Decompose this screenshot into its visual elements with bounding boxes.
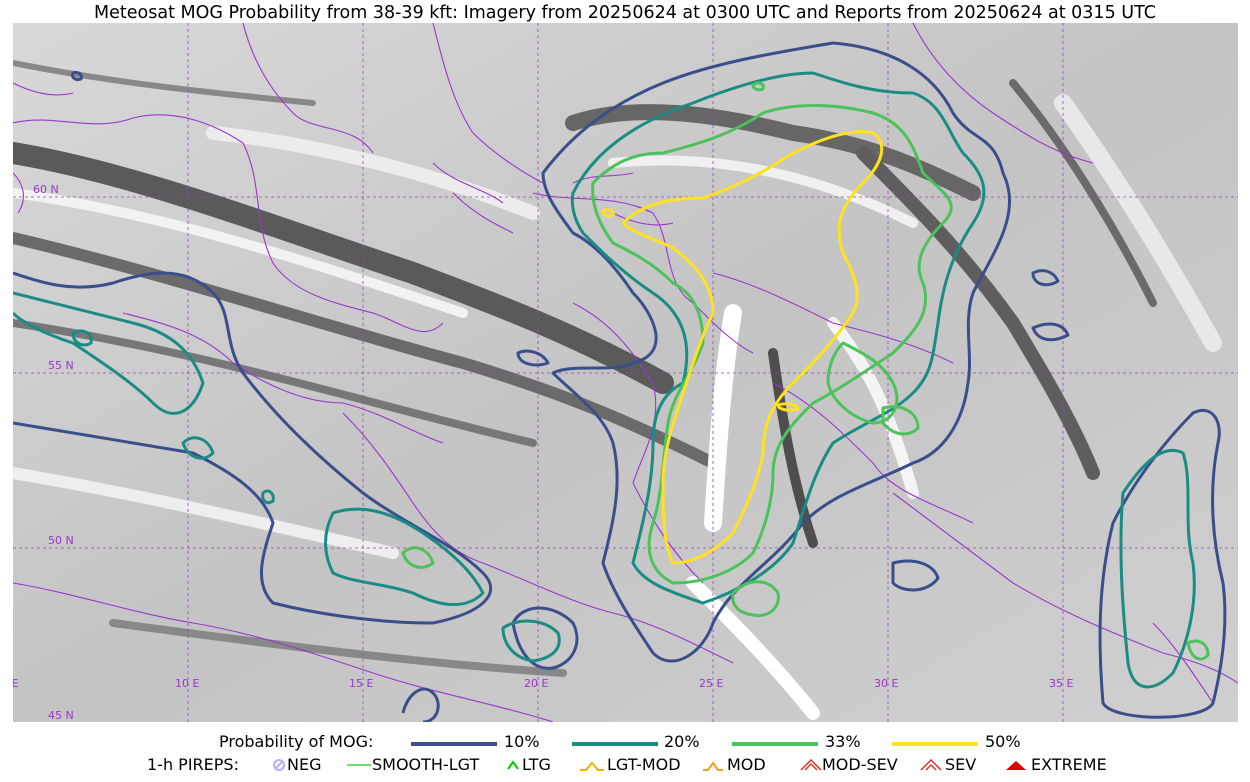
extreme-caret-icon: [1006, 761, 1026, 770]
pirep-label-sev: SEV: [945, 755, 977, 774]
legend-label-33: 33%: [825, 732, 861, 751]
lon-label-25e: 25 E: [699, 677, 723, 690]
pireps-legend-label: 1-h PIREPS:: [147, 755, 239, 774]
lgt-mod-caret-icon: [580, 761, 604, 771]
lon-label-20e: 20 E: [524, 677, 548, 690]
pireps-legend: 1-h PIREPS: NEG SMOOTH-LGT LTG LGT-MOD M…: [0, 755, 1250, 777]
lon-label-30e: 30 E: [874, 677, 898, 690]
imagery-bands: [13, 60, 1222, 720]
smooth-lgt-line-icon: [347, 764, 371, 766]
legend-label-10: 10%: [504, 732, 540, 751]
pirep-label-mod-sev: MOD-SEV: [822, 755, 898, 774]
lon-label-5e: 5 E: [13, 677, 18, 690]
probability-legend: Probability of MOG: 10% 20% 33% 50%: [0, 732, 1250, 754]
ltg-caret-icon: [507, 760, 519, 770]
pirep-label-smooth-lgt: SMOOTH-LGT: [372, 755, 480, 774]
legend-label-20: 20%: [664, 732, 700, 751]
legend-swatch-20: [572, 742, 658, 746]
mod-sev-caret-icon: [800, 758, 822, 771]
legend-swatch-10: [411, 742, 497, 746]
sev-caret-icon: [920, 758, 942, 771]
page-title: Meteosat MOG Probability from 38-39 kft:…: [94, 3, 1156, 23]
lat-label-60n: 60 N: [33, 183, 59, 196]
contour-50pct: [601, 130, 884, 565]
satellite-map[interactable]: 60 N 55 N 50 N 45 N 5 E 10 E 15 E 20 E 2…: [13, 23, 1238, 722]
lat-label-50n: 50 N: [48, 534, 74, 547]
contour-20pct: [13, 71, 1196, 689]
pirep-label-lgt-mod: LGT-MOD: [607, 755, 681, 774]
lat-label-45n: 45 N: [48, 709, 74, 722]
lon-label-35e: 35 E: [1049, 677, 1073, 690]
pirep-label-extreme: EXTREME: [1031, 755, 1107, 774]
pirep-label-mod: MOD: [727, 755, 766, 774]
legend-swatch-50: [892, 742, 978, 746]
legend-label-50: 50%: [985, 732, 1021, 751]
lon-label-15e: 15 E: [349, 677, 373, 690]
pirep-label-ltg: LTG: [522, 755, 551, 774]
grid-labels: 60 N 55 N 50 N 45 N 5 E 10 E 15 E 20 E 2…: [13, 183, 1073, 722]
contour-10pct: [13, 41, 1227, 722]
neg-symbol-icon: [273, 759, 285, 771]
lon-label-10e: 10 E: [175, 677, 199, 690]
probability-legend-label: Probability of MOG:: [219, 732, 374, 751]
pirep-label-neg: NEG: [287, 755, 322, 774]
mod-caret-icon: [703, 761, 723, 771]
lat-lon-grid: [13, 23, 1238, 722]
legend-swatch-33: [732, 742, 818, 746]
lat-label-55n: 55 N: [48, 359, 74, 372]
contour-33pct: [401, 81, 1210, 661]
